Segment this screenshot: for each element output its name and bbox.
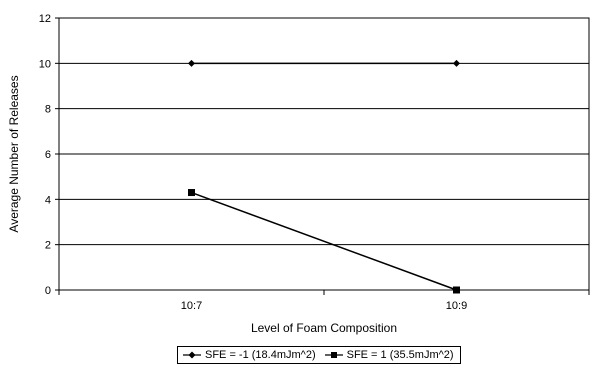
x-tick-labels: 10:7 10:9: [181, 300, 467, 312]
y-tick-labels: 0 2 4 6 8 10 12: [39, 13, 59, 297]
y-axis-label: Average Number of Releases: [7, 75, 21, 232]
gridlines: [59, 17, 589, 291]
legend: SFE = -1 (18.4mJm^2) SFE = 1 (35.5mJm^2): [177, 346, 461, 364]
legend-label: SFE = 1 (35.5mJm^2): [346, 349, 454, 361]
diamond-marker-icon: [183, 351, 201, 359]
legend-entry: SFE = -1 (18.4mJm^2): [182, 349, 316, 361]
x-axis-label: Level of Foam Composition: [251, 321, 397, 335]
series-2-point: [453, 286, 460, 294]
legend-label: SFE = -1 (18.4mJm^2): [205, 349, 316, 361]
y-tick-label: 6: [45, 149, 51, 161]
y-tick-label: 4: [45, 194, 51, 206]
series-1-point: [453, 59, 460, 67]
x-category-dividers: [58, 290, 590, 295]
y-tick-label: 2: [45, 240, 51, 252]
series-1-point: [188, 59, 195, 67]
y-tick-label: 8: [45, 104, 51, 116]
x-tick-label: 10:7: [181, 300, 202, 312]
series-lines: [191, 62, 457, 291]
x-tick-label: 10:9: [446, 300, 467, 312]
series-2-point: [188, 189, 195, 197]
series-line-2: [191, 191, 457, 291]
y-tick-label: 12: [39, 13, 51, 25]
legend-entry: SFE = 1 (35.5mJm^2): [324, 349, 454, 361]
y-tick-label: 10: [39, 58, 51, 70]
series-points: [188, 59, 460, 294]
square-marker-icon: [324, 352, 343, 358]
y-tick-label: 0: [45, 285, 51, 297]
